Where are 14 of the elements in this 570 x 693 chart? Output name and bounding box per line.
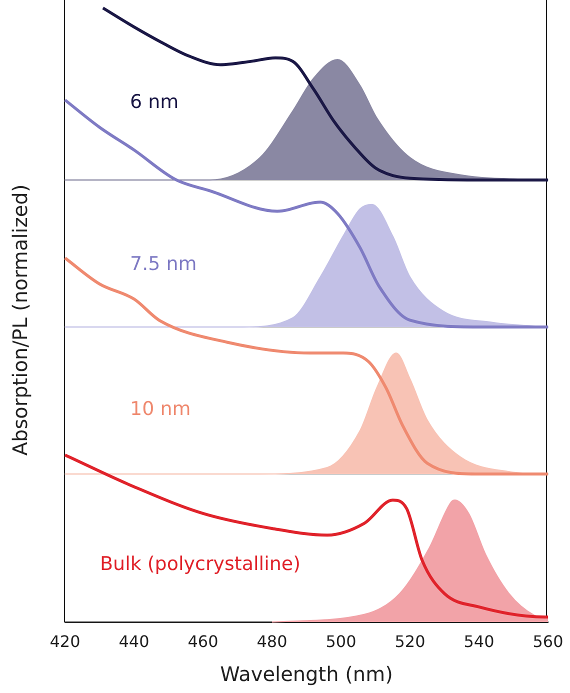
- x-axis-title: Wavelength (nm): [220, 662, 393, 686]
- x-tick-label: 460: [188, 632, 218, 651]
- annotation: 10 nm: [130, 398, 191, 420]
- x-tick-label: 440: [118, 632, 150, 651]
- x-tick-label: 540: [464, 632, 494, 651]
- y-axis-title: Absorption/PL (normalized): [8, 183, 33, 458]
- x-tick-label: 560: [532, 632, 564, 651]
- annotation: 6 nm: [130, 90, 179, 113]
- x-tick-label: 420: [50, 632, 80, 651]
- x-tick-label: 520: [394, 632, 426, 651]
- annotation: 7.5 nm: [130, 252, 197, 275]
- annotation: Bulk (polycrystalline): [100, 552, 300, 575]
- x-tick-label: 500: [326, 632, 356, 651]
- x-tick-label: 480: [256, 632, 288, 651]
